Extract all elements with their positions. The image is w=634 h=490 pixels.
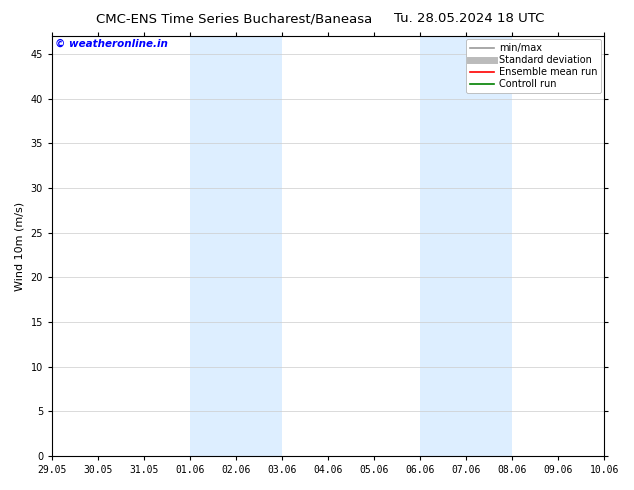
Bar [190,36,282,456]
Legend: min/max, Standard deviation, Ensemble mean run, Controll run: min/max, Standard deviation, Ensemble me… [466,39,602,93]
Bar [420,36,512,456]
Text: Tu. 28.05.2024 18 UTC: Tu. 28.05.2024 18 UTC [394,12,545,25]
Y-axis label: Wind 10m (m/s): Wind 10m (m/s) [15,201,25,291]
Text: © weatheronline.in: © weatheronline.in [55,38,168,49]
Text: CMC-ENS Time Series Bucharest/Baneasa: CMC-ENS Time Series Bucharest/Baneasa [96,12,373,25]
